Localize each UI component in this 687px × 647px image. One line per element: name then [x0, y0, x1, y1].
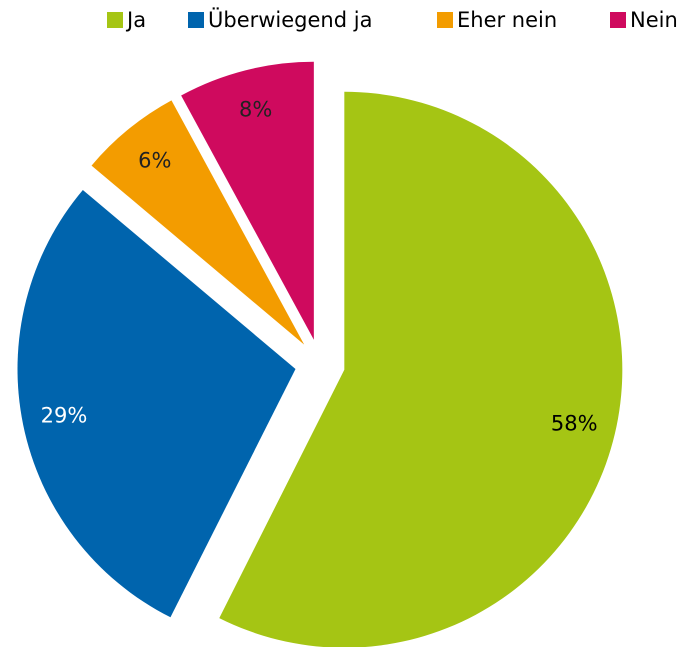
- data-label: 8%: [239, 98, 272, 122]
- legend-label: Eher nein: [457, 8, 557, 32]
- legend-swatch: [107, 12, 123, 28]
- pie-slice: [181, 61, 314, 340]
- legend-label: Nein: [630, 8, 678, 32]
- data-label: 6%: [138, 149, 171, 173]
- data-label: 29%: [41, 403, 88, 427]
- legend-swatch: [610, 12, 626, 28]
- legend-swatch: [437, 12, 453, 28]
- pie-slice: [91, 100, 305, 345]
- pie-slice: [17, 189, 296, 618]
- pie-slice: [219, 91, 623, 647]
- legend-swatch: [188, 12, 204, 28]
- legend-label: Überwiegend ja: [208, 7, 372, 32]
- data-label: 58%: [551, 411, 598, 435]
- legend-label: Ja: [125, 8, 146, 32]
